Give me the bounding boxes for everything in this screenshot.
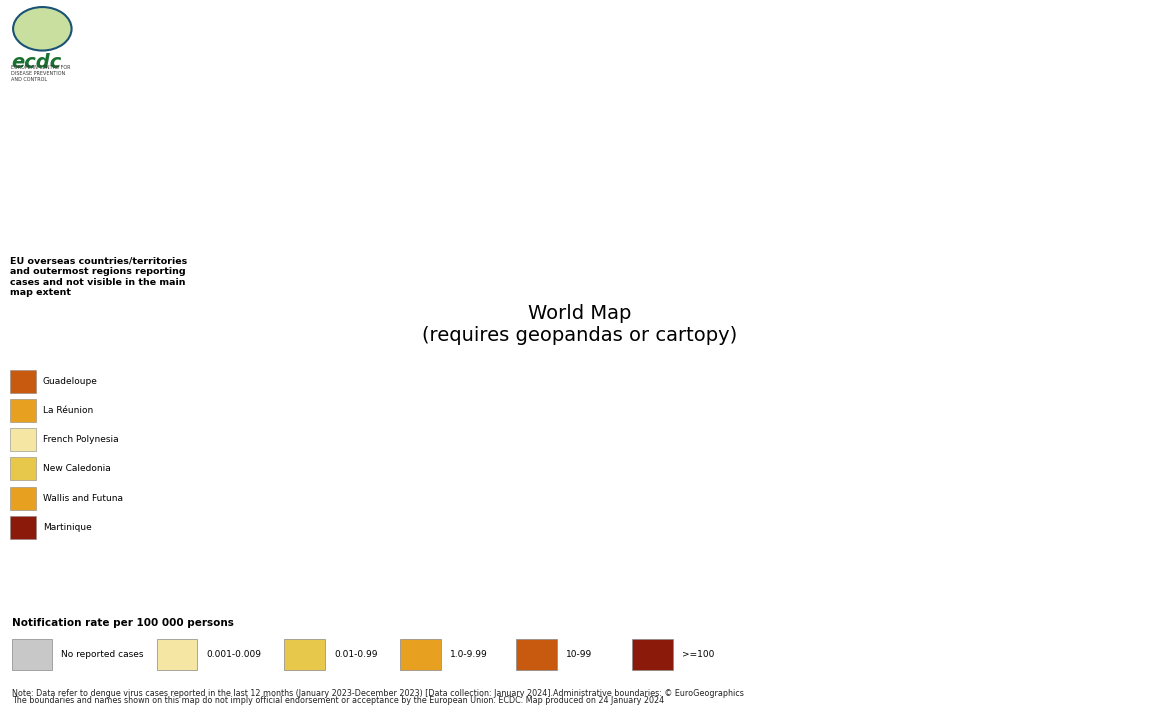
Text: Wallis and Futuna: Wallis and Futuna: [43, 493, 123, 503]
Text: 0.001-0.009: 0.001-0.009: [206, 650, 261, 659]
FancyBboxPatch shape: [12, 640, 52, 670]
FancyBboxPatch shape: [516, 640, 557, 670]
FancyBboxPatch shape: [10, 429, 36, 451]
Text: The boundaries and names shown on this map do not imply official endorsement or : The boundaries and names shown on this m…: [12, 696, 664, 705]
FancyBboxPatch shape: [284, 640, 325, 670]
Text: Martinique: Martinique: [43, 523, 92, 532]
Text: 1.0-9.99: 1.0-9.99: [450, 650, 488, 659]
FancyBboxPatch shape: [10, 516, 36, 539]
Text: >=100: >=100: [682, 650, 715, 659]
Text: Guadeloupe: Guadeloupe: [43, 377, 97, 385]
Text: Notification rate per 100 000 persons: Notification rate per 100 000 persons: [12, 618, 233, 628]
Circle shape: [13, 7, 72, 51]
FancyBboxPatch shape: [10, 399, 36, 422]
FancyBboxPatch shape: [10, 457, 36, 480]
FancyBboxPatch shape: [157, 640, 197, 670]
Text: World Map
(requires geopandas or cartopy): World Map (requires geopandas or cartopy…: [422, 304, 738, 345]
FancyBboxPatch shape: [400, 640, 441, 670]
Text: 10-99: 10-99: [566, 650, 593, 659]
Text: French Polynesia: French Polynesia: [43, 435, 118, 444]
FancyBboxPatch shape: [10, 486, 36, 510]
Text: 0.01-0.99: 0.01-0.99: [334, 650, 378, 659]
Text: Note: Data refer to dengue virus cases reported in the last 12 months (January 2: Note: Data refer to dengue virus cases r…: [12, 689, 744, 698]
FancyBboxPatch shape: [10, 370, 36, 393]
Text: New Caledonia: New Caledonia: [43, 465, 110, 474]
Text: La Réunion: La Réunion: [43, 406, 93, 415]
Text: EU overseas countries/territories
and outermost regions reporting
cases and not : EU overseas countries/territories and ou…: [10, 257, 188, 297]
Text: EUROPEAN CENTRE FOR
DISEASE PREVENTION
AND CONTROL: EUROPEAN CENTRE FOR DISEASE PREVENTION A…: [12, 65, 71, 82]
FancyBboxPatch shape: [632, 640, 673, 670]
Text: No reported cases: No reported cases: [61, 650, 144, 659]
Text: ecdc: ecdc: [12, 53, 61, 71]
